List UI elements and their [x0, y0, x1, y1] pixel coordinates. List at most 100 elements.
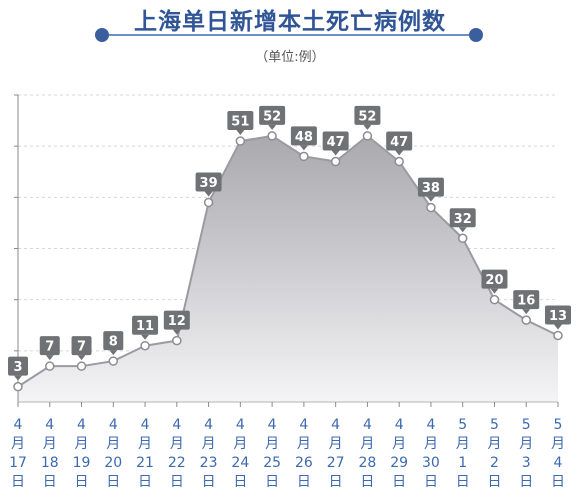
data-label-box	[386, 131, 413, 151]
data-label-box	[513, 290, 540, 310]
x-tick-label-month: 4	[140, 417, 150, 433]
data-label: 12	[168, 314, 186, 329]
data-label-box	[545, 305, 571, 325]
data-marks: 3 7 7 8 11 12 39 51 52 48 47 52 47 38 32 20 16 13	[8, 105, 571, 392]
x-tick-label-month: 4	[172, 417, 182, 433]
chart-title: 上海单日新增本土死亡病例数	[134, 9, 446, 35]
data-label-box	[195, 172, 222, 192]
data-label-box	[103, 331, 124, 351]
data-label-pointer	[363, 124, 372, 130]
unit-label: （单位:例）	[255, 50, 325, 65]
x-tick-label-unit-month: 月	[169, 436, 184, 452]
x-tick-label-day: 1	[458, 455, 468, 471]
title-rule-right-dot	[469, 28, 483, 42]
x-tick-label-month: 4	[235, 417, 245, 433]
x-tick-label-unit-month: 月	[74, 436, 89, 452]
x-tick-label: 4 月 30 日	[420, 416, 442, 492]
x-tick-label-day: 22	[167, 455, 186, 471]
data-label-pointer	[109, 350, 118, 356]
data-label-box	[481, 269, 508, 289]
data-label: 13	[549, 309, 567, 324]
x-tick-label-unit-day: 日	[455, 474, 470, 490]
x-tick-label-day: 2	[490, 455, 499, 471]
x-tick-label-unit-day: 日	[296, 474, 311, 490]
data-label-pointer	[45, 355, 54, 361]
title-underline	[102, 34, 476, 36]
data-label-pointer	[299, 145, 308, 151]
x-tick-label-month: 5	[490, 417, 499, 433]
x-tick-label-unit-month: 月	[487, 436, 502, 452]
x-tick-label-day: 3	[521, 455, 531, 471]
x-tick-label-day: 4	[553, 455, 563, 471]
x-tick-label-unit-month: 月	[138, 436, 153, 452]
data-point	[457, 233, 468, 244]
data-label-box	[354, 105, 381, 125]
data-label: 48	[295, 130, 313, 145]
x-tick-label-month: 5	[553, 417, 563, 433]
data-label-box	[417, 177, 444, 197]
data-label-pointer	[14, 375, 22, 381]
x-tick-label-unit-month: 月	[265, 436, 280, 452]
data-label: 7	[45, 340, 54, 355]
data-point	[13, 381, 23, 392]
data-label: 32	[454, 212, 472, 227]
x-tick-label: 5 月 1 日	[452, 416, 474, 492]
data-point	[299, 151, 309, 162]
x-tick-label: 4 月 26 日	[293, 416, 315, 492]
x-tick-label-unit-month: 月	[42, 436, 57, 452]
x-tick-label-day: 26	[294, 455, 313, 471]
x-tick-label-unit-month: 月	[106, 436, 121, 452]
data-label-pointer	[77, 355, 86, 361]
data-point	[394, 156, 404, 167]
x-tick-label: 4 月 22 日	[166, 416, 188, 492]
data-label-box	[163, 310, 190, 330]
data-point	[45, 361, 55, 371]
x-tick-label-unit-month: 月	[519, 436, 534, 452]
x-tick-label-unit-day: 日	[487, 474, 502, 490]
data-label-pointer	[395, 150, 404, 156]
data-label-pointer	[522, 309, 531, 315]
data-label-pointer	[554, 324, 562, 330]
x-tick-label-unit-month: 月	[360, 436, 375, 452]
x-tick-label-day: 17	[9, 455, 27, 471]
data-label-box	[8, 356, 28, 376]
data-label: 52	[263, 109, 281, 124]
data-label-pointer	[236, 130, 245, 136]
data-label-box	[290, 126, 317, 146]
data-point	[553, 330, 563, 341]
x-tick-label-unit-day: 日	[233, 474, 248, 490]
x-tick-label-month: 4	[45, 417, 55, 433]
data-label: 7	[77, 340, 86, 355]
x-tick-label: 4 月 23 日	[198, 416, 220, 492]
x-tick-label-day: 25	[263, 455, 282, 471]
data-label: 47	[327, 135, 345, 150]
data-label-pointer	[490, 288, 499, 294]
x-tick-label-month: 4	[426, 417, 436, 433]
x-tick-label-unit-day: 日	[106, 474, 121, 490]
x-tick-label-day: 30	[422, 455, 440, 471]
x-tick-label-unit-month: 月	[551, 436, 565, 452]
x-tick-label-unit-day: 日	[138, 474, 153, 490]
data-label: 16	[517, 294, 535, 309]
area-fill	[18, 135, 558, 402]
x-tick-label-day: 19	[72, 455, 91, 471]
x-tick-label-month: 4	[394, 417, 404, 433]
x-tick-label-unit-month: 月	[296, 436, 311, 452]
x-tick-label-day: 23	[199, 455, 218, 471]
x-tick-label-day: 24	[231, 455, 250, 471]
x-tick-label-month: 4	[108, 417, 118, 433]
data-point	[235, 136, 246, 146]
x-tick-label-day: 27	[326, 455, 345, 471]
x-tick-label-unit-day: 日	[11, 474, 25, 490]
series-line	[17, 134, 559, 388]
x-tick-label-month: 4	[13, 417, 23, 433]
title-rule-left-dot	[95, 28, 109, 42]
data-label: 11	[136, 319, 154, 334]
data-label-pointer	[426, 196, 435, 202]
data-point	[330, 156, 341, 167]
data-label: 38	[422, 181, 440, 196]
x-tick-label-month: 5	[521, 417, 531, 433]
x-tick-label-day: 29	[390, 455, 409, 471]
x-tick-label-unit-day: 日	[42, 474, 57, 490]
